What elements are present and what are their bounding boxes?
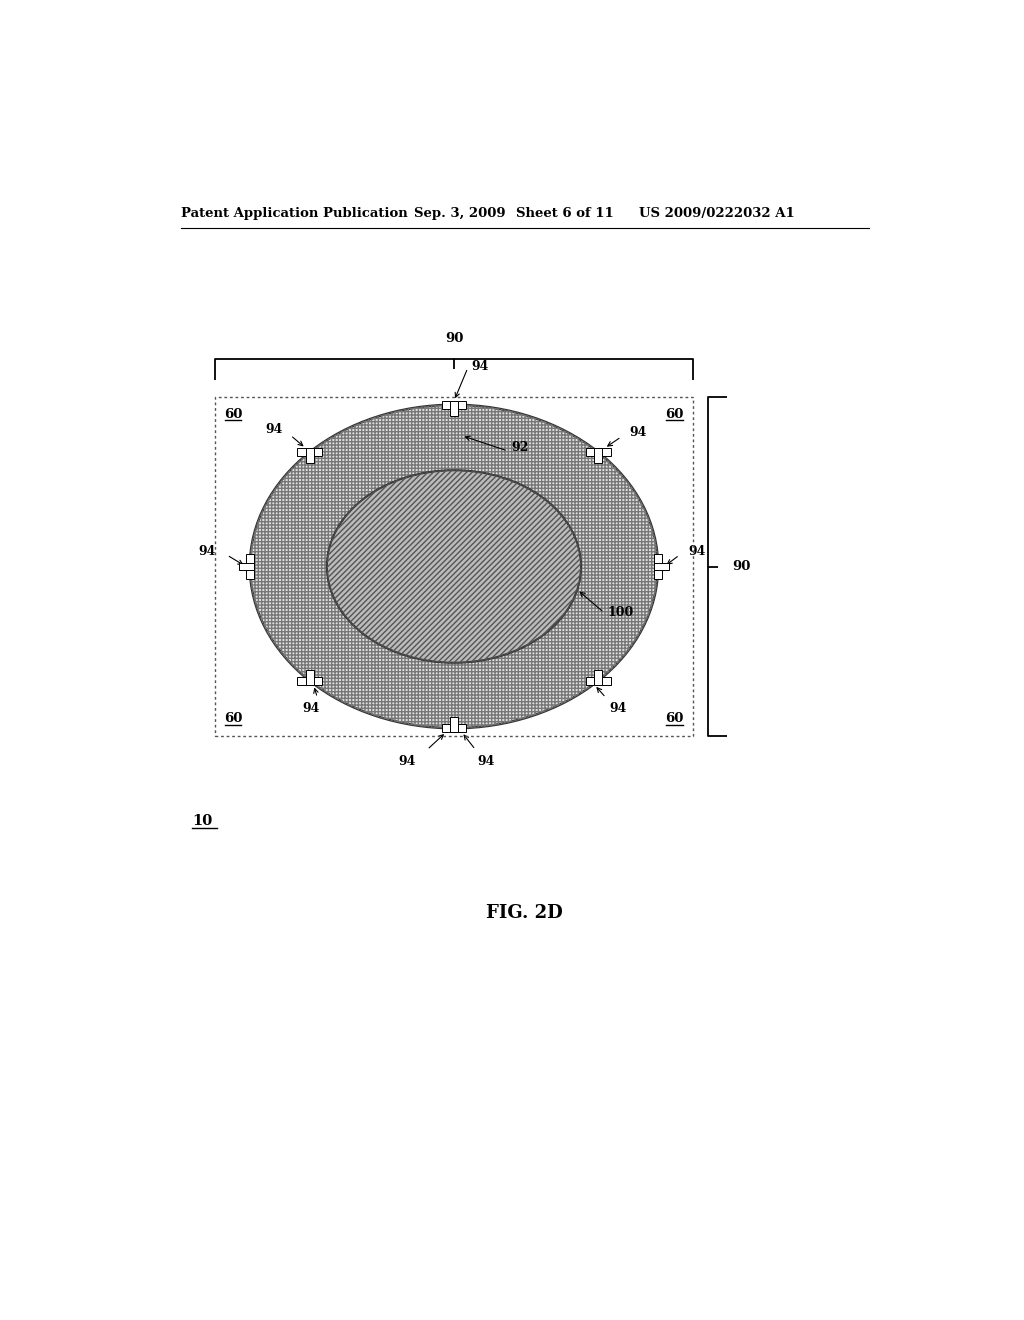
Bar (441, 725, 466, 733)
Bar (586, 677, 610, 685)
Text: US 2009/0222032 A1: US 2009/0222032 A1 (639, 207, 795, 220)
Text: 90: 90 (733, 560, 751, 573)
Bar (441, 401, 466, 409)
Text: 94: 94 (629, 426, 646, 440)
Text: FIG. 2D: FIG. 2D (486, 904, 563, 921)
Text: 94: 94 (302, 702, 319, 715)
Text: 92: 92 (512, 441, 529, 454)
Bar (451, 718, 458, 733)
Bar (297, 677, 322, 685)
Bar (306, 449, 313, 463)
Text: 60: 60 (224, 713, 243, 726)
Bar (451, 401, 458, 416)
Bar (306, 671, 313, 685)
Bar (594, 449, 602, 463)
Ellipse shape (250, 405, 658, 729)
Text: 94: 94 (198, 545, 215, 557)
Text: 94: 94 (471, 360, 488, 372)
Bar (246, 554, 254, 579)
Text: 90: 90 (444, 331, 463, 345)
Text: 94: 94 (265, 422, 283, 436)
Text: 10: 10 (193, 813, 212, 828)
Text: Sep. 3, 2009: Sep. 3, 2009 (414, 207, 506, 220)
Bar (240, 562, 254, 570)
Ellipse shape (327, 470, 581, 663)
Text: 100: 100 (608, 606, 634, 619)
Text: 94: 94 (610, 702, 627, 715)
Bar (215, 397, 692, 737)
Text: Sheet 6 of 11: Sheet 6 of 11 (515, 207, 613, 220)
Text: 60: 60 (665, 408, 683, 421)
Text: 94: 94 (477, 755, 495, 768)
Text: 94: 94 (689, 545, 707, 557)
Text: 60: 60 (224, 408, 243, 421)
Text: 94: 94 (398, 755, 416, 768)
Bar (654, 562, 669, 570)
Bar (586, 449, 610, 455)
Text: Patent Application Publication: Patent Application Publication (180, 207, 408, 220)
Text: 60: 60 (665, 713, 683, 726)
Bar (594, 671, 602, 685)
Bar (654, 554, 662, 579)
Bar (297, 449, 322, 455)
